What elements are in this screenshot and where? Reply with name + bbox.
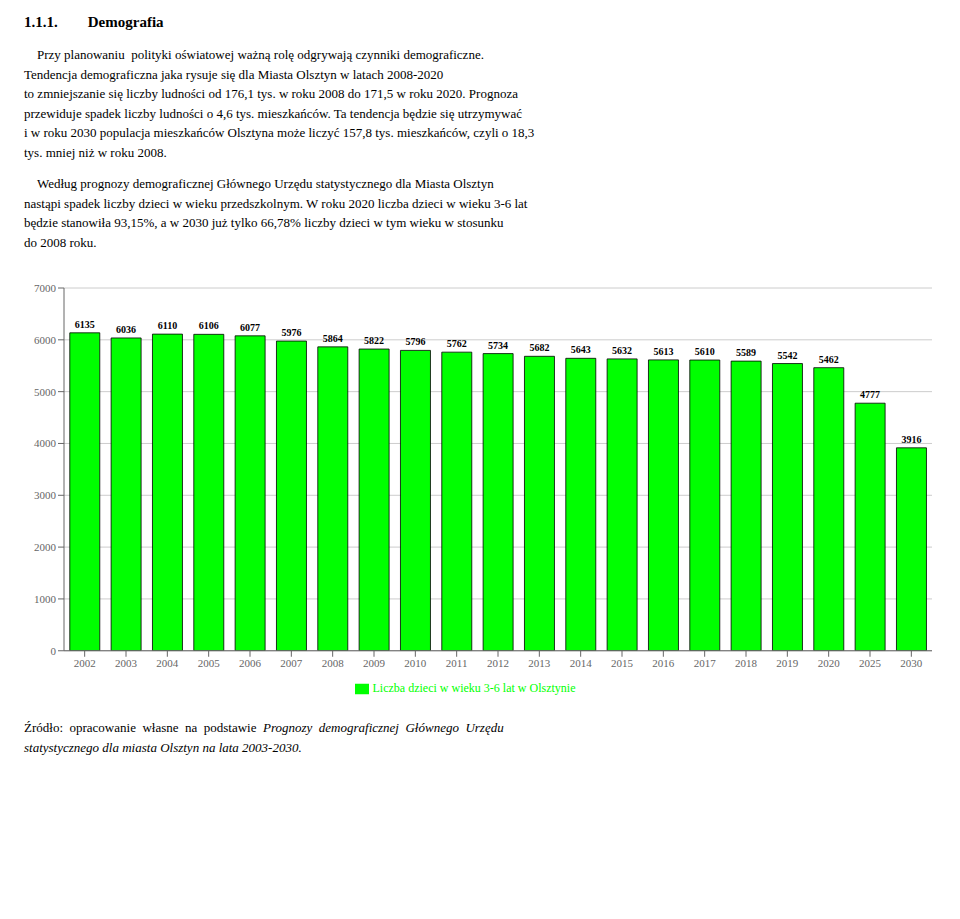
svg-text:3000: 3000 [34, 489, 57, 501]
svg-text:2008: 2008 [322, 657, 345, 669]
svg-text:5864: 5864 [323, 333, 343, 344]
svg-text:3916: 3916 [901, 434, 921, 445]
svg-text:2016: 2016 [652, 657, 675, 669]
svg-text:5542: 5542 [777, 350, 797, 361]
svg-text:5796: 5796 [405, 336, 425, 347]
svg-text:5462: 5462 [819, 354, 839, 365]
svg-text:2003: 2003 [115, 657, 138, 669]
svg-text:2014: 2014 [570, 657, 593, 669]
html-text:1.1.1. Demografia: 1.1.1. Demografia [24, 14, 164, 30]
svg-text:5762: 5762 [447, 338, 467, 349]
svg-text:2007: 2007 [280, 657, 303, 669]
svg-text:2017: 2017 [694, 657, 717, 669]
svg-text:5610: 5610 [695, 346, 715, 357]
svg-text:1000: 1000 [34, 593, 57, 605]
svg-text:6135: 6135 [75, 319, 95, 330]
svg-text:2010: 2010 [404, 657, 427, 669]
svg-text:5589: 5589 [736, 347, 756, 358]
html-text:Źródło: opracowanie własne na: Źródło: opracowanie własne na podstawie … [24, 720, 504, 755]
svg-text:2005: 2005 [198, 657, 221, 669]
svg-text:6036: 6036 [116, 324, 136, 335]
svg-text:2012: 2012 [487, 657, 509, 669]
svg-text:2002: 2002 [74, 657, 96, 669]
svg-text:2015: 2015 [611, 657, 634, 669]
svg-text:2030: 2030 [900, 657, 923, 669]
svg-text:6106: 6106 [199, 320, 219, 331]
svg-text:2006: 2006 [239, 657, 262, 669]
svg-text:2019: 2019 [776, 657, 799, 669]
svg-text:5822: 5822 [364, 335, 384, 346]
svg-text:2018: 2018 [735, 657, 758, 669]
svg-text:2013: 2013 [528, 657, 551, 669]
svg-text:0: 0 [51, 645, 57, 657]
svg-text:2004: 2004 [156, 657, 179, 669]
html-text:Przy planowaniu polityki oświa: Przy planowaniu polityki oświatowej ważn… [24, 47, 535, 160]
svg-text:7000: 7000 [34, 282, 57, 294]
svg-text:5643: 5643 [571, 344, 591, 355]
html-text:Według prognozy demograficznej: Według prognozy demograficznej Głównego … [24, 176, 528, 250]
svg-text:2009: 2009 [363, 657, 386, 669]
svg-text:5976: 5976 [281, 327, 301, 338]
svg-text:2025: 2025 [859, 657, 882, 669]
svg-text:4777: 4777 [860, 389, 880, 400]
svg-text:6000: 6000 [34, 334, 57, 346]
svg-text:5613: 5613 [653, 346, 673, 357]
svg-text:6077: 6077 [240, 322, 260, 333]
svg-text:6110: 6110 [158, 320, 177, 331]
svg-text:5734: 5734 [488, 340, 508, 351]
svg-text:5000: 5000 [34, 386, 57, 398]
svg-text:5632: 5632 [612, 345, 632, 356]
svg-text:5682: 5682 [529, 342, 549, 353]
svg-text:4000: 4000 [34, 437, 57, 449]
svg-text:2000: 2000 [34, 541, 57, 553]
svg-text:2011: 2011 [446, 657, 468, 669]
svg-text:2020: 2020 [818, 657, 841, 669]
html-text:Liczba dzieci w wieku 3-6 lat: Liczba dzieci w wieku 3-6 lat w Olsztyni… [372, 680, 576, 695]
